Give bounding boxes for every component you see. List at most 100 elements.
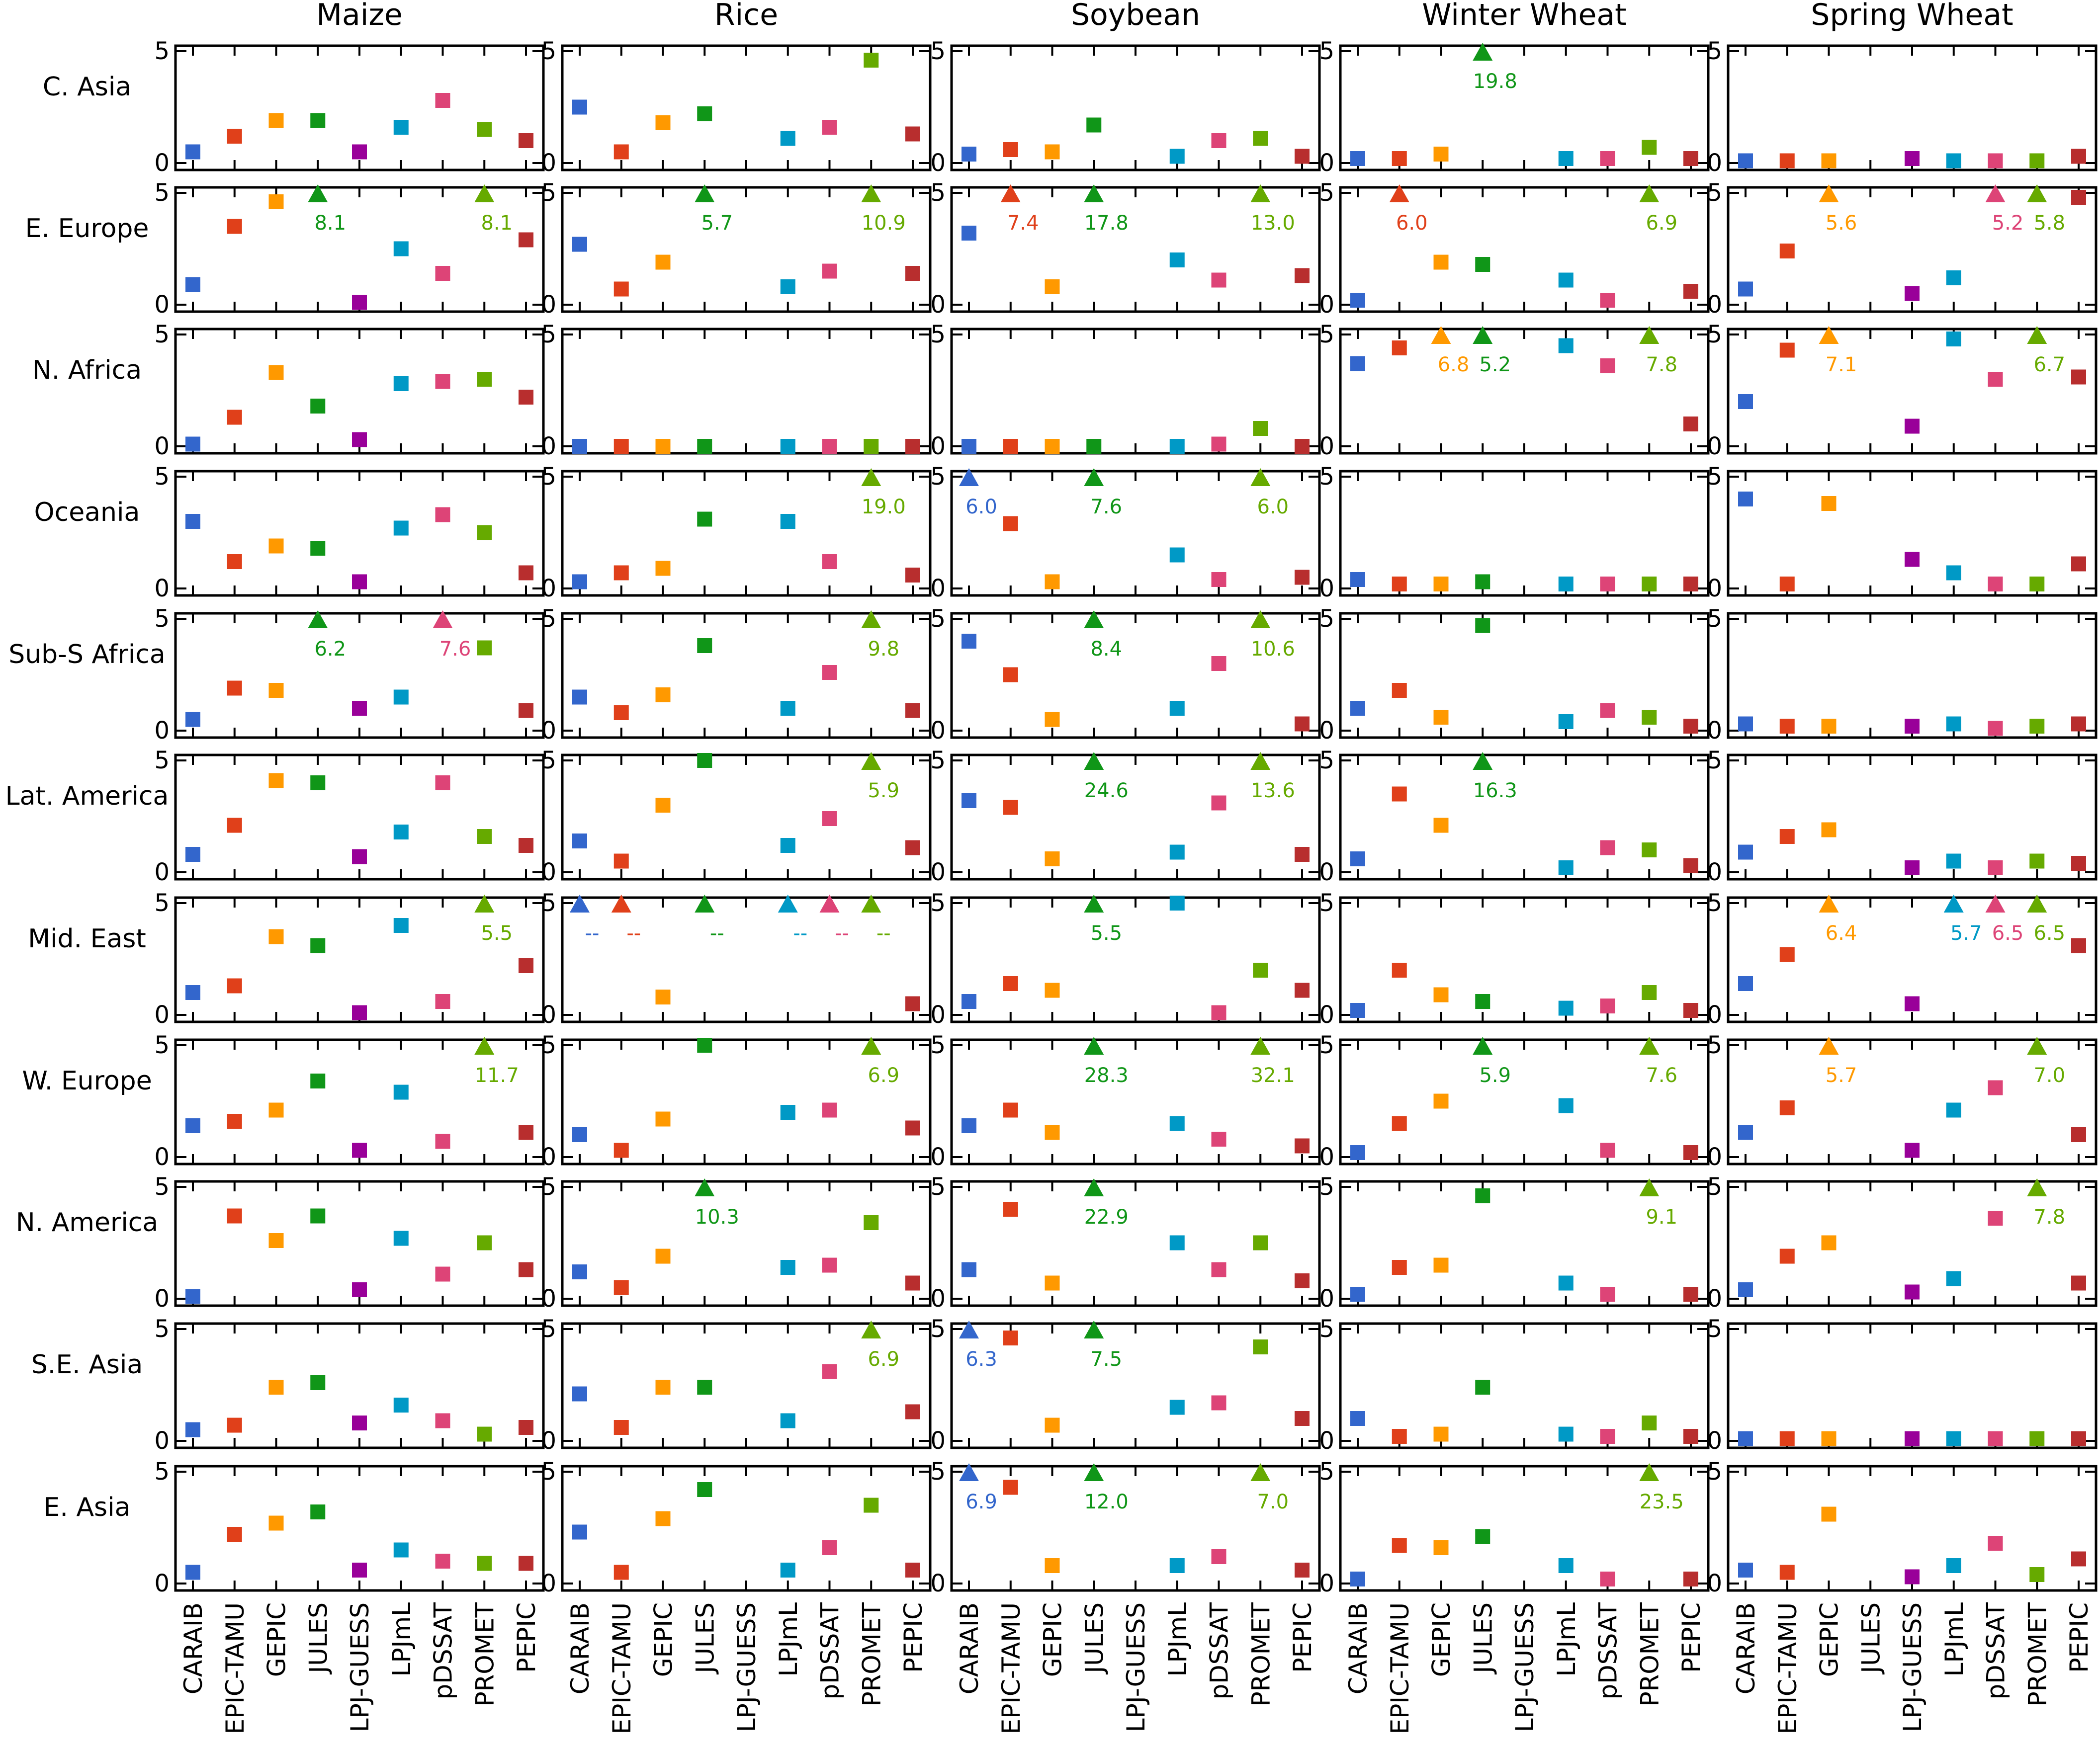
x-tick-label-promet: PROMET — [2023, 1602, 2052, 1707]
point-promet — [477, 1235, 492, 1251]
y-tick-label: 0 — [154, 1285, 170, 1313]
point-jules — [1086, 117, 1102, 133]
y-tick-label: 5 — [1707, 1173, 1722, 1201]
value-label-promet: 19.0 — [862, 496, 906, 518]
point-pdssat — [822, 1364, 837, 1379]
point-epic-tamu — [227, 219, 242, 234]
x-tick-label-caraib: CARAIB — [1344, 1602, 1373, 1694]
point-pepic — [2071, 856, 2086, 871]
point-pdssat — [1600, 1429, 1615, 1444]
y-tick-label: 5 — [1319, 463, 1334, 491]
value-label-jules: 24.6 — [1084, 779, 1129, 802]
y-tick-label: 0 — [1319, 149, 1334, 177]
point-epic-tamu — [1392, 683, 1407, 698]
point-gepic — [1821, 719, 1837, 734]
point-epic-tamu — [1392, 786, 1407, 802]
point-lpjml — [780, 439, 795, 454]
point-pdssat — [1600, 577, 1615, 591]
point-jules — [310, 938, 326, 953]
x-tick-label-promet: PROMET — [857, 1602, 886, 1707]
point-epic-tamu — [613, 1280, 629, 1295]
marker-overflow-jules — [1084, 895, 1104, 913]
marker-overflow-jules — [1084, 1178, 1104, 1196]
y-tick-label: 0 — [1707, 575, 1722, 602]
y-tick-label: 5 — [1319, 1315, 1334, 1343]
y-tick-label: 5 — [541, 1458, 556, 1486]
y-tick-label: 0 — [1707, 717, 1722, 745]
point-lpj-guess — [1905, 860, 1920, 875]
point-pdssat — [1211, 1005, 1226, 1020]
point-gepic — [1433, 1093, 1449, 1109]
point-pdssat — [435, 994, 450, 1009]
point-promet — [2029, 1567, 2045, 1582]
point-pepic — [1295, 149, 1310, 164]
y-tick-label: 0 — [930, 717, 946, 745]
value-label-promet: 5.9 — [868, 779, 899, 802]
value-label-jules: 19.8 — [1473, 70, 1517, 93]
point-epic-tamu — [227, 1114, 242, 1129]
marker-overflow-lpjml — [778, 895, 798, 913]
point-pepic — [519, 838, 533, 853]
point-gepic — [268, 1380, 284, 1395]
point-lpjml — [1169, 1400, 1185, 1415]
point-jules — [310, 1375, 326, 1390]
x-tick-label-promet: PROMET — [470, 1602, 499, 1707]
point-lpjml — [393, 1231, 409, 1246]
value-label-promet: 5.5 — [481, 922, 513, 945]
point-pdssat — [1211, 272, 1226, 288]
point-jules — [310, 1074, 326, 1088]
point-pdssat — [1600, 1287, 1615, 1302]
point-caraib — [572, 689, 587, 705]
y-tick-label: 5 — [541, 37, 556, 65]
y-tick-label: 0 — [541, 432, 556, 460]
y-tick-label: 0 — [930, 575, 946, 602]
x-tick-label-gepic: GEPIC — [649, 1602, 678, 1677]
point-caraib — [185, 847, 200, 862]
y-tick-label: 5 — [1319, 1173, 1334, 1201]
x-tick-label-jules: JULES — [1469, 1602, 1497, 1675]
point-caraib — [1350, 851, 1365, 866]
point-pepic — [519, 1125, 533, 1140]
panel-spring-wheat-oceania: 05 — [1707, 463, 2098, 602]
point-epic-tamu — [1779, 1565, 1795, 1580]
value-label-promet: 5.8 — [2033, 212, 2065, 235]
panel-spring-wheat-s-e-asia: 05 — [1707, 1315, 2098, 1455]
point-pdssat — [822, 439, 837, 454]
point-lpjml — [393, 689, 409, 705]
point-pepic — [905, 1120, 920, 1136]
point-pepic — [2071, 149, 2086, 164]
value-label-promet: 6.0 — [1257, 496, 1289, 518]
y-tick-label: 5 — [154, 1315, 170, 1343]
point-lpjml — [1169, 701, 1185, 716]
y-tick-label: 0 — [1319, 1427, 1334, 1455]
x-tick-label-promet: PROMET — [1635, 1602, 1664, 1707]
point-pepic — [2071, 1127, 2086, 1142]
panel-spring-wheat-n-america: 057.8 — [1707, 1173, 2098, 1313]
marker-overflow-promet — [1639, 1463, 1660, 1481]
point-jules — [1475, 257, 1490, 272]
point-lpjml — [393, 918, 409, 933]
panel-frame — [1339, 1465, 1710, 1592]
point-pdssat — [1600, 293, 1615, 308]
x-tick-label-pepic: PEPIC — [899, 1602, 928, 1673]
y-tick-label: 0 — [541, 1427, 556, 1455]
point-gepic — [1433, 710, 1449, 725]
point-lpjml — [1946, 1431, 1961, 1446]
point-lpj-guess — [1905, 286, 1920, 301]
point-pepic — [1683, 151, 1698, 166]
point-jules — [310, 775, 326, 790]
marker-overflow-promet — [474, 184, 495, 202]
point-jules — [310, 1208, 326, 1224]
point-pepic — [2071, 369, 2086, 385]
marker-overflow-pdssat — [433, 610, 453, 628]
marker-overflow-promet — [861, 895, 881, 913]
marker-overflow-promet — [861, 610, 881, 628]
y-tick-label: 5 — [930, 179, 946, 207]
marker-overflow-gepic — [1431, 326, 1451, 344]
point-lpjml — [1558, 1426, 1574, 1442]
region-label-c-asia: C. Asia — [43, 72, 131, 102]
marker-overflow-jules — [1084, 1321, 1104, 1338]
y-tick-label: 0 — [1319, 858, 1334, 886]
point-caraib — [1738, 1431, 1753, 1446]
point-promet — [2029, 1431, 2045, 1446]
